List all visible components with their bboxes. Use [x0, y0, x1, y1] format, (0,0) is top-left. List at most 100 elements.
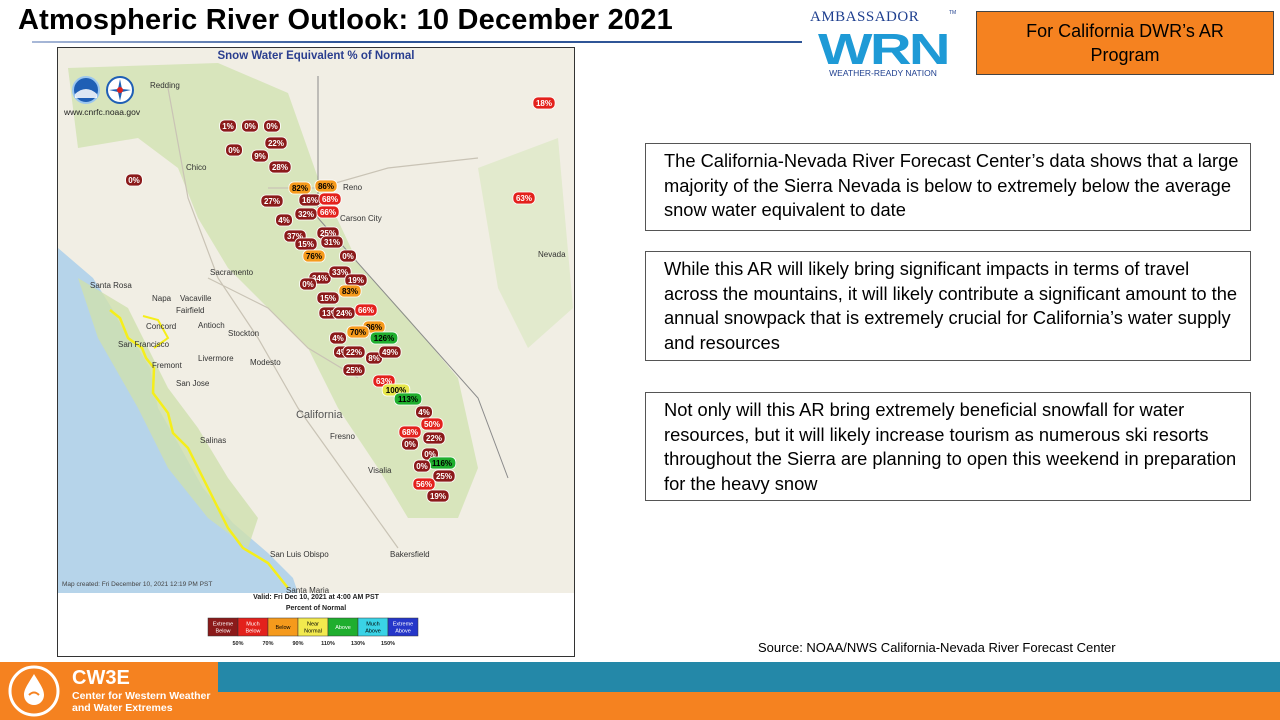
text-box-swe-summary: The California-Nevada River Forecast Cen… [645, 143, 1251, 231]
place-label: Carson City [340, 214, 382, 223]
station-value: 63% [516, 194, 532, 203]
place-label: Fresno [330, 432, 355, 441]
legend-tick: 70% [262, 641, 273, 647]
legend-swatch-label: Above [365, 629, 381, 635]
legend-swatch-label: Near [307, 622, 319, 628]
station-value: 28% [272, 163, 288, 172]
station-marker-badge [225, 143, 243, 157]
station-value: 0% [266, 122, 278, 131]
station-value: 25% [346, 366, 362, 375]
station-marker: 0% [263, 119, 281, 133]
page-title: Atmospheric River Outlook: 10 December 2… [18, 4, 673, 36]
station-marker: 116% [427, 456, 457, 470]
cw3e-subtitle-line1: Center for Western Weather [72, 690, 211, 702]
cw3e-subtitle-line2: and Water Extremes [72, 702, 173, 714]
station-marker-badge [420, 417, 444, 431]
station-marker: 22% [342, 345, 366, 359]
station-value: 50% [424, 420, 440, 429]
legend-swatch [387, 617, 419, 637]
station-value: 9% [254, 152, 266, 161]
station-value: 100% [386, 386, 406, 395]
station-value: 86% [366, 323, 382, 332]
place-label: San Luis Obispo [270, 550, 329, 559]
place-label: Fairfield [176, 306, 205, 315]
station-marker-badge [314, 179, 338, 193]
legend-swatch-label: Much [366, 622, 379, 628]
station-marker-badge [241, 119, 259, 133]
station-value: 33% [332, 268, 348, 277]
station-marker-badge [401, 437, 419, 451]
source-note: Source: NOAA/NWS California-Nevada River… [758, 640, 1116, 655]
place-label: Livermore [198, 354, 234, 363]
station-value: 8% [368, 354, 380, 363]
station-marker-badge [412, 477, 436, 491]
legend-swatch-label: Below [216, 629, 231, 635]
station-marker-badge [318, 192, 342, 206]
station-marker-badge [125, 173, 143, 187]
station-marker-badge [378, 345, 402, 359]
place-label: Redding [150, 81, 180, 90]
station-marker-badge [339, 249, 357, 263]
place-label: Concord [146, 322, 177, 331]
station-value: 0% [228, 146, 240, 155]
station-value: 22% [268, 139, 284, 148]
station-marker: 86% [314, 179, 338, 193]
place-label: Reno [343, 183, 363, 192]
station-marker: 0% [225, 143, 243, 157]
legend-swatch-label: Much [246, 622, 259, 628]
station-marker-badge [369, 331, 399, 345]
station-marker: 31% [320, 235, 344, 249]
station-value: 126% [374, 334, 394, 343]
place-label: Stockton [228, 329, 260, 338]
station-value: 4% [336, 348, 348, 357]
station-marker-badge [422, 431, 446, 445]
station-value: 16% [302, 196, 318, 205]
station-value: 4% [418, 408, 430, 417]
station-marker: 19% [344, 273, 368, 287]
station-value: 116% [432, 459, 452, 468]
station-marker-badge [426, 489, 450, 503]
station-marker: 68% [398, 425, 422, 439]
station-marker: 63% [512, 191, 536, 205]
station-value: 34% [312, 274, 328, 283]
station-marker: 0% [401, 437, 419, 451]
station-marker: 24% [332, 306, 356, 320]
station-value: 19% [430, 492, 446, 501]
station-marker-badge [251, 149, 269, 163]
map-canvas: 1% 0% 0% 22% 0% 9% 28% 0% 18% 82% 86% 27% 16% 68% 63% 4… [58, 48, 574, 656]
station-marker-badge [413, 459, 431, 473]
station-marker-badge [342, 345, 366, 359]
station-marker: 56% [412, 477, 436, 491]
station-marker-badge [288, 181, 312, 195]
station-marker: 49% [378, 345, 402, 359]
station-marker-badge [275, 213, 293, 227]
station-marker: 70% [346, 325, 370, 339]
legend-swatch-label: Extreme [393, 622, 413, 628]
station-value: 63% [376, 377, 392, 386]
station-marker: 22% [422, 431, 446, 445]
station-value: 66% [358, 306, 374, 315]
place-label: Vacaville [180, 294, 212, 303]
station-value: 66% [320, 208, 336, 217]
legend-swatch-label: Above [335, 625, 351, 631]
station-marker: 16% [298, 193, 322, 207]
station-marker: 66% [354, 303, 378, 317]
station-value: 37% [287, 232, 303, 241]
station-marker-badge [219, 119, 237, 133]
cw3e-subtitle: Center for Western Weather and Water Ext… [72, 690, 210, 714]
legend-tick: 50% [232, 641, 243, 647]
place-label: Bakersfield [390, 550, 430, 559]
station-value: 19% [348, 276, 364, 285]
place-label: San Francisco [118, 340, 170, 349]
logo-bottom-text: WEATHER-READY NATION [829, 68, 937, 78]
station-value: 82% [292, 184, 308, 193]
station-value: 0% [424, 450, 436, 459]
station-marker: 0% [299, 277, 317, 291]
station-marker-badge [354, 303, 378, 317]
legend-tick: 110% [321, 641, 335, 647]
place-label: Chico [186, 163, 207, 172]
station-marker: 113% [393, 392, 423, 406]
station-marker-badge [264, 136, 288, 150]
legend-tick: 130% [351, 641, 365, 647]
map-url: www.cnrfc.noaa.gov [64, 107, 141, 117]
